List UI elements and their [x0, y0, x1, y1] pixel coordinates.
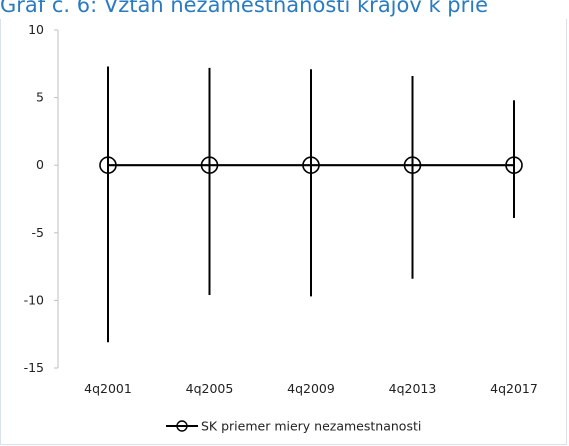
- x-tick-label: 4q2017: [490, 381, 538, 396]
- y-tick-label: -10: [24, 292, 44, 307]
- x-tick-label: 4q2005: [186, 381, 234, 396]
- data-point-marker: [403, 156, 422, 174]
- x-tick-label: 4q2013: [389, 381, 437, 396]
- y-tick-label: 0: [36, 157, 44, 172]
- y-tick-label: -5: [32, 225, 44, 240]
- chart-title: Graf č. 6: Vzťah nezamestnanosti krajov …: [0, 0, 489, 17]
- data-point-marker: [302, 156, 320, 174]
- data-point-marker: [200, 156, 219, 174]
- y-tick-label: -15: [24, 360, 44, 375]
- y-tick-label: 5: [36, 90, 44, 105]
- y-tick-label: 10: [28, 22, 44, 37]
- data-point-marker: [99, 156, 117, 174]
- chart-frame: [0, 19, 567, 445]
- x-tick-label: 4q2009: [287, 381, 335, 396]
- legend-label: SK priemer miery nezamestnanosti: [201, 419, 421, 434]
- legend-marker-icon: [176, 420, 188, 432]
- x-tick-label: 4q2001: [84, 381, 132, 396]
- data-point-marker: [505, 156, 523, 174]
